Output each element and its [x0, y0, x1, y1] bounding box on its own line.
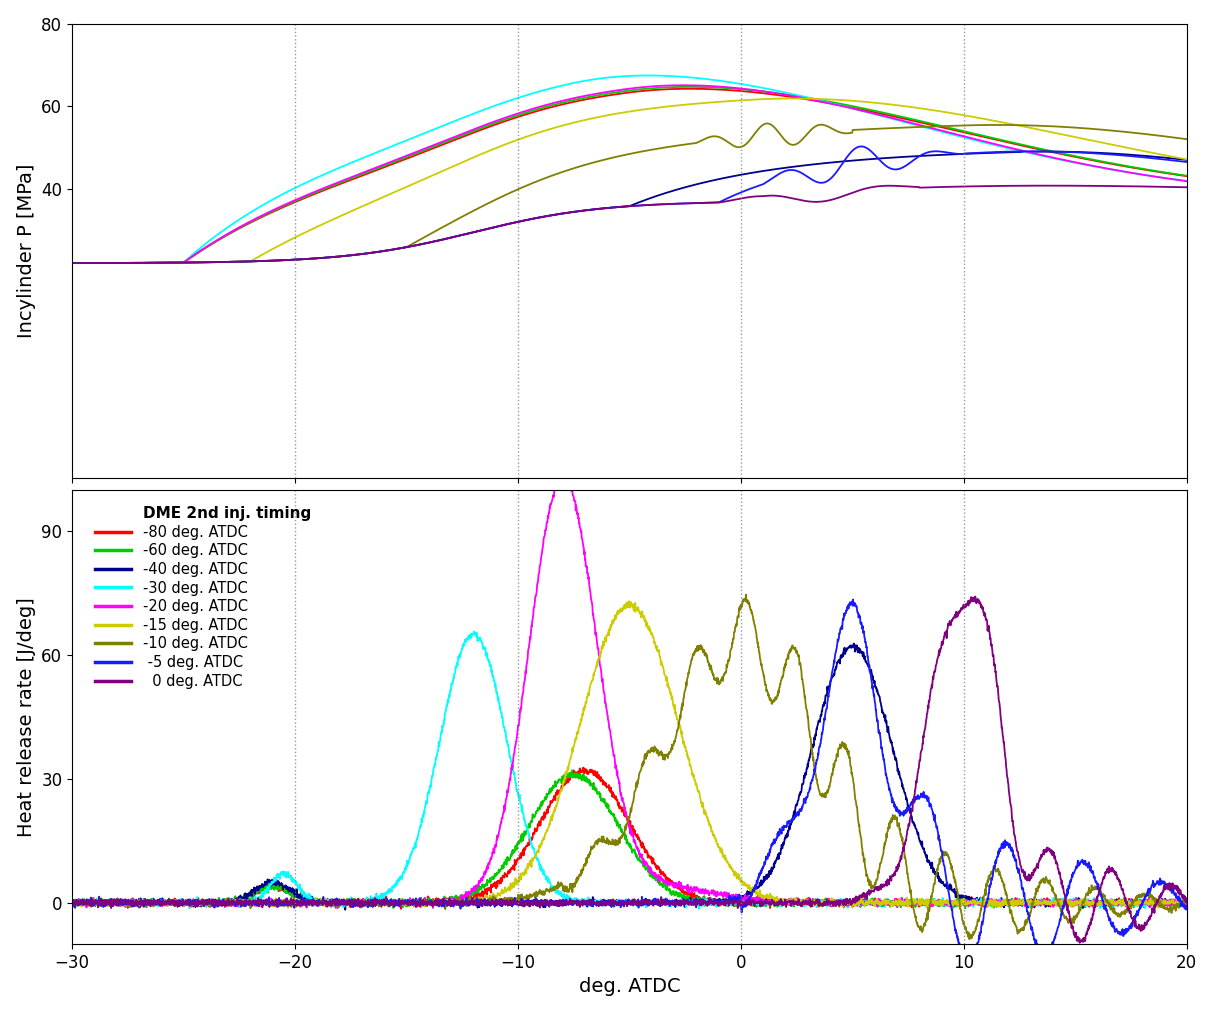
- X-axis label: deg. ATDC: deg. ATDC: [579, 978, 680, 997]
- Y-axis label: Heat release rate [J/deg]: Heat release rate [J/deg]: [17, 597, 35, 837]
- Y-axis label: Incylinder P [MPa]: Incylinder P [MPa]: [17, 164, 35, 338]
- Legend: DME 2nd inj. timing, -80 deg. ATDC, -60 deg. ATDC, -40 deg. ATDC, -30 deg. ATDC,: DME 2nd inj. timing, -80 deg. ATDC, -60 …: [91, 501, 316, 693]
